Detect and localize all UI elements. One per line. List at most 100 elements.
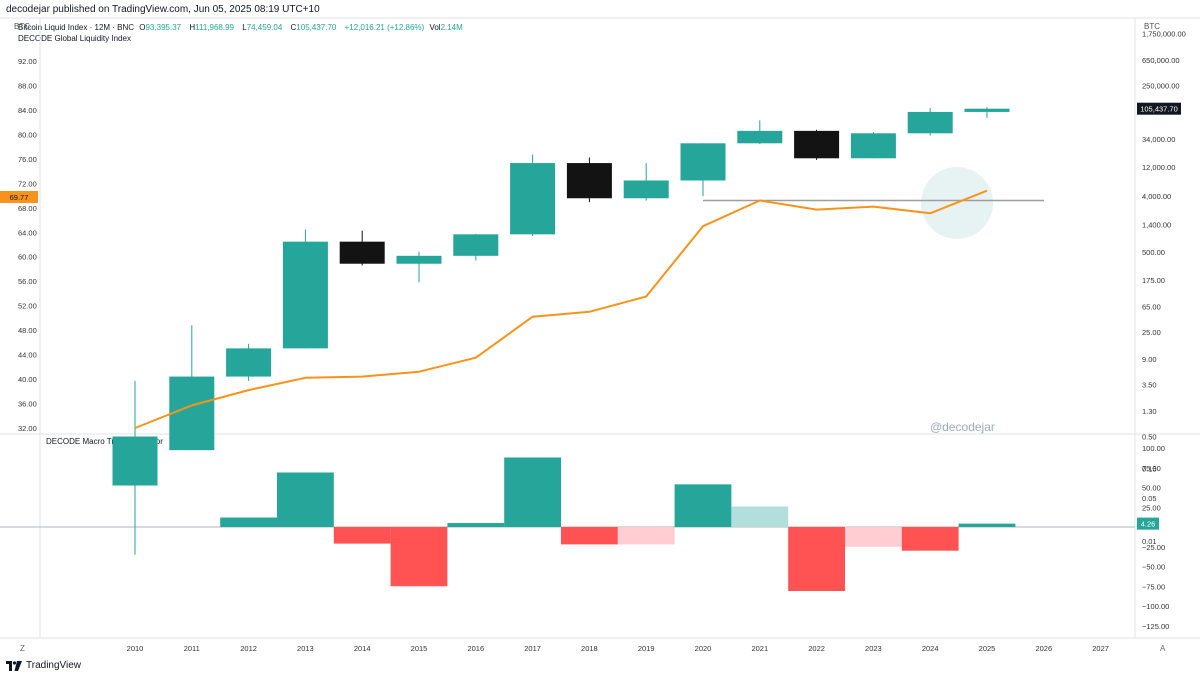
- symbol-title[interactable]: Bitcoin Liquid Index · 12M · BNC: [18, 23, 135, 32]
- candle-body: [396, 255, 442, 264]
- histogram-bar: [617, 527, 675, 545]
- histogram-bar: [333, 527, 391, 544]
- open-label: O93,395.37: [139, 23, 182, 32]
- low-label: L74,459.04: [242, 23, 283, 32]
- candle-body: [169, 376, 215, 451]
- left-tick-label: 80.00: [18, 130, 37, 139]
- x-tick-label: 2025: [979, 644, 996, 653]
- candle-body: [339, 241, 385, 264]
- left-tick-label: 56.00: [18, 277, 37, 286]
- left-tick-label: 32.00: [18, 424, 37, 433]
- right-tick-label: 0.05: [1142, 494, 1157, 503]
- liquidity-value-badge: [0, 190, 38, 203]
- log-scale-button[interactable]: Z: [20, 644, 25, 653]
- histogram-bar: [447, 523, 505, 527]
- volume-label: Vol2.14M: [429, 23, 463, 32]
- change-label: +12,016.21 (+12.86%): [344, 23, 425, 32]
- right-tick-label: 0.50: [1142, 432, 1157, 441]
- left-tick-label: 40.00: [18, 375, 37, 384]
- histogram-bar: [731, 506, 789, 527]
- candle-body: [623, 180, 669, 199]
- tradingview-brand: TradingView: [26, 660, 82, 671]
- publish-info: decodejar published on TradingView.com, …: [6, 3, 320, 15]
- right-tick-label: 650,000.00: [1142, 56, 1180, 65]
- auto-scale-button[interactable]: A: [1160, 644, 1166, 653]
- histogram-bar: [504, 457, 561, 527]
- indicator-legend: DECODE Global Liquidity Index: [18, 34, 134, 43]
- x-tick-label: 2024: [922, 644, 939, 653]
- histogram-bar: [958, 523, 1016, 527]
- oscillator-tick-label: −100.00: [1142, 602, 1169, 611]
- symbol-legend: Bitcoin Liquid Index · 12M · BNC O93,395…: [18, 23, 469, 32]
- oscillator-tick-label: 25.00: [1142, 503, 1161, 512]
- oscillator-tick-label: −125.00: [1142, 622, 1169, 631]
- right-tick-label: 34,000.00: [1142, 135, 1175, 144]
- x-tick-label: 2012: [240, 644, 257, 653]
- oscillator-value-label: 4.26: [1141, 520, 1156, 529]
- oscillator-tick-label: −50.00: [1142, 563, 1165, 572]
- oscillator-value-badge: [1137, 517, 1159, 530]
- right-tick-label: 500.00: [1142, 248, 1165, 257]
- last-price-badge: [1137, 102, 1181, 115]
- footer: TradingView: [6, 660, 81, 671]
- x-tick-label: 2020: [695, 644, 712, 653]
- left-tick-label: 48.00: [18, 326, 37, 335]
- last-price-label: 105,437.70: [1140, 105, 1178, 114]
- x-tick-label: 2017: [524, 644, 541, 653]
- x-tick-label: 2018: [581, 644, 598, 653]
- left-tick-label: 52.00: [18, 302, 37, 311]
- liquidity-index-line: [134, 189, 988, 429]
- oscillator-tick-label: 50.00: [1142, 484, 1161, 493]
- liquidity-line: [134, 167, 1044, 429]
- oscillator-tick-label: 100.00: [1142, 444, 1165, 453]
- x-tick-label: 2027: [1092, 644, 1109, 653]
- oscillator-tick-label: −75.00: [1142, 582, 1165, 591]
- candles: [112, 107, 1010, 555]
- candle-body: [737, 130, 783, 144]
- right-tick-label: 4,000.00: [1142, 192, 1171, 201]
- right-tick-label: 0.01: [1142, 537, 1157, 546]
- watermark: @decodejar: [930, 420, 995, 434]
- right-tick-label: 1,400.00: [1142, 220, 1171, 229]
- x-tick-label: 2010: [127, 644, 144, 653]
- candle-body: [226, 348, 272, 377]
- histogram-bar: [845, 527, 902, 547]
- candle-body: [680, 143, 726, 181]
- right-tick-label: 3.50: [1142, 380, 1157, 389]
- x-tick-label: 2016: [467, 644, 484, 653]
- currency-left: BTC: [14, 22, 30, 31]
- x-tick-label: 2021: [751, 644, 768, 653]
- liquidity-value-label: 69.77: [10, 193, 29, 202]
- right-tick-label: 25.00: [1142, 328, 1161, 337]
- right-tick-label: 1.30: [1142, 407, 1157, 416]
- candle-body: [794, 130, 840, 159]
- oscillator-tick-label: −25.00: [1142, 543, 1165, 552]
- right-tick-label: 65.00: [1142, 302, 1161, 311]
- left-tick-label: 92.00: [18, 57, 37, 66]
- x-tick-label: 2019: [638, 644, 655, 653]
- x-tick-label: 2013: [297, 644, 314, 653]
- oscillator-title[interactable]: DECODE Macro Trend Oscillator: [46, 437, 163, 446]
- histogram-bar: [901, 527, 959, 551]
- candle-body: [907, 111, 953, 134]
- left-tick-label: 36.00: [18, 400, 37, 409]
- left-tick-label: 76.00: [18, 155, 37, 164]
- right-tick-label: 175.00: [1142, 276, 1165, 285]
- histogram-bar: [674, 484, 732, 527]
- x-tick-label: 2015: [411, 644, 428, 653]
- oscillator-histogram: [220, 457, 1016, 591]
- left-tick-label: 64.00: [18, 228, 37, 237]
- histogram-bar: [561, 527, 618, 545]
- candle-body: [566, 163, 612, 199]
- indicator-title[interactable]: DECODE Global Liquidity Index: [18, 34, 131, 43]
- high-label: H111,968.99: [189, 23, 234, 32]
- close-label: C105,437.70: [290, 23, 337, 32]
- candle-body: [510, 163, 556, 235]
- histogram-bar: [277, 472, 334, 527]
- x-tick-label: 2023: [865, 644, 882, 653]
- x-tick-label: 2022: [808, 644, 825, 653]
- candle-body: [282, 241, 328, 349]
- highlight-circle: [921, 167, 993, 239]
- right-tick-label: 12,000.00: [1142, 163, 1175, 172]
